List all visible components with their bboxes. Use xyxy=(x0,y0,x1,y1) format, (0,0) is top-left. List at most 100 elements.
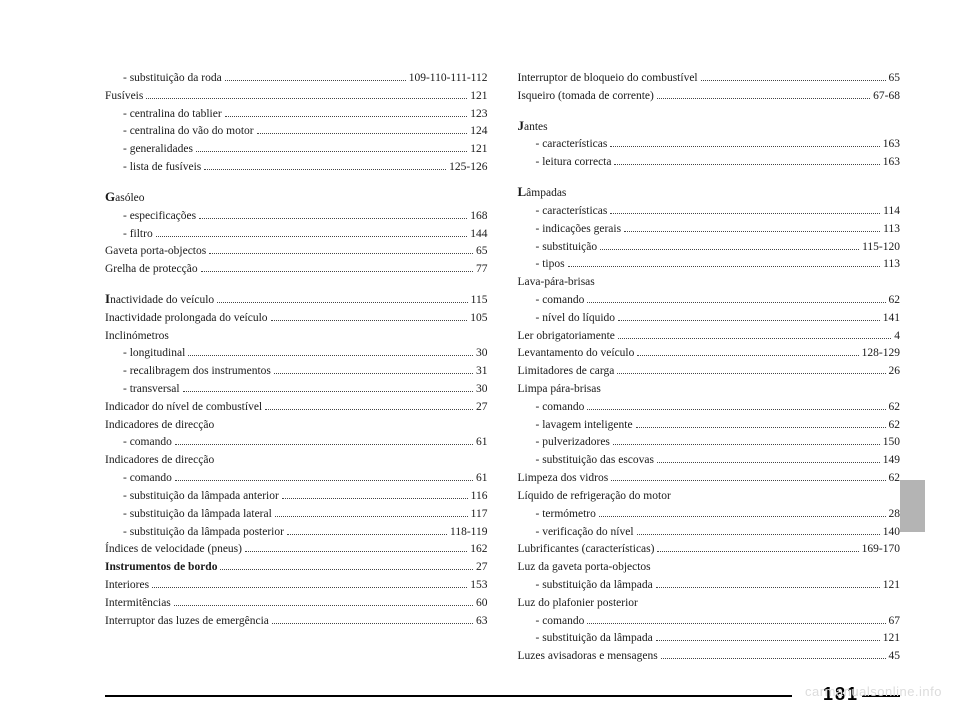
entry-label: - substituição da lâmpada lateral xyxy=(123,506,272,524)
entry-page: 65 xyxy=(889,70,901,88)
entry-page: 31 xyxy=(476,363,488,381)
index-entry: Indicador do nível de combustível27 xyxy=(105,399,488,417)
entry-label: Indicadores de direcção xyxy=(105,452,214,470)
index-entry: - indicações gerais113 xyxy=(518,221,901,239)
index-entry: Inactividade prolongada do veículo105 xyxy=(105,310,488,328)
index-entry: - generalidades121 xyxy=(105,141,488,159)
index-entry: - especificações168 xyxy=(105,208,488,226)
entry-page: 27 xyxy=(476,559,488,577)
entry-label: Limpa pára-brisas xyxy=(518,381,601,399)
index-entry: Grelha de protecção 77 xyxy=(105,261,488,279)
index-entry: - substituição da lâmpada posterior118-1… xyxy=(105,524,488,542)
index-entry: Ler obrigatoriamente4 xyxy=(518,328,901,346)
entry-leader xyxy=(610,213,880,214)
index-entry: Lâmpadas xyxy=(518,182,901,203)
entry-leader xyxy=(599,516,886,517)
index-entry: Lava-pára-brisas xyxy=(518,274,901,292)
entry-page: 140 xyxy=(883,524,900,542)
entry-label: Líquido de refrigeração do motor xyxy=(518,488,671,506)
index-entry: Luz da gaveta porta-objectos xyxy=(518,559,901,577)
entry-page: 60 xyxy=(476,595,488,613)
entry-label: - recalibragem dos instrumentos xyxy=(123,363,271,381)
entry-label: - centralina do tablier xyxy=(123,106,222,124)
entry-page: 4 xyxy=(894,328,900,346)
entry-page: 141 xyxy=(883,310,900,328)
entry-label: - indicações gerais xyxy=(536,221,622,239)
entry-page: 114 xyxy=(883,203,900,221)
entry-leader xyxy=(617,373,885,374)
index-entry: - centralina do vão do motor124 xyxy=(105,123,488,141)
index-entry: - substituição da lâmpada121 xyxy=(518,630,901,648)
entry-page: 77 xyxy=(476,261,488,279)
entry-label: - características xyxy=(536,203,608,221)
entry-leader xyxy=(587,623,885,624)
entry-page: 67-68 xyxy=(873,88,900,106)
index-entry: Limpeza dos vidros62 xyxy=(518,470,901,488)
entry-leader xyxy=(271,320,468,321)
entry-leader xyxy=(245,551,467,552)
entry-label: - comando xyxy=(123,434,172,452)
entry-page: 65 xyxy=(476,243,488,261)
index-columns: - substituição da roda109-110-111-112Fus… xyxy=(105,70,900,666)
entry-label: Gaveta porta-objectos xyxy=(105,243,206,261)
entry-leader xyxy=(272,623,473,624)
entry-leader xyxy=(220,569,473,570)
entry-label: Índices de velocidade (pneus) xyxy=(105,541,242,559)
index-entry: - substituição115-120 xyxy=(518,239,901,257)
entry-label: - nível do líquido xyxy=(536,310,616,328)
entry-leader xyxy=(600,249,859,250)
entry-page: 105 xyxy=(470,310,487,328)
index-entry: - comando61 xyxy=(105,470,488,488)
entry-leader xyxy=(587,409,885,410)
entry-label: - comando xyxy=(536,399,585,417)
entry-label: - especificações xyxy=(123,208,196,226)
entry-label: - comando xyxy=(536,613,585,631)
index-entry: - verificação do nível140 xyxy=(518,524,901,542)
entry-label: Luzes avisadoras e mensagens xyxy=(518,648,658,666)
index-entry: - substituição da lâmpada lateral117 xyxy=(105,506,488,524)
entry-leader xyxy=(287,534,447,535)
index-entry: Intermitências60 xyxy=(105,595,488,613)
entry-leader xyxy=(199,218,467,219)
index-entry: - termómetro28 xyxy=(518,506,901,524)
index-entry: Luz do plafonier posterior xyxy=(518,595,901,613)
entry-page: 62 xyxy=(889,417,901,435)
entry-leader xyxy=(275,516,468,517)
index-entry: Inclinómetros xyxy=(105,328,488,346)
entry-label: - longitudinal xyxy=(123,345,185,363)
entry-page: 162 xyxy=(470,541,487,559)
entry-label: - transversal xyxy=(123,381,180,399)
entry-label: - substituição das escovas xyxy=(536,452,655,470)
entry-page: 62 xyxy=(889,292,901,310)
entry-leader xyxy=(156,236,468,237)
entry-leader xyxy=(175,444,473,445)
index-entry: Interruptor de bloqueio do combustível65 xyxy=(518,70,901,88)
entry-page: 45 xyxy=(889,648,901,666)
entry-label: Lava-pára-brisas xyxy=(518,274,595,292)
entry-label: Grelha de protecção xyxy=(105,261,198,279)
entry-page: 150 xyxy=(883,434,900,452)
entry-leader xyxy=(618,338,891,339)
index-entry: - filtro144 xyxy=(105,226,488,244)
entry-label: Inactividade do veículo xyxy=(105,289,214,310)
index-entry: Gasóleo xyxy=(105,187,488,208)
entry-leader xyxy=(188,355,473,356)
entry-page: 153 xyxy=(470,577,487,595)
index-entry: Interruptor das luzes de emergência63 xyxy=(105,613,488,631)
index-entry: - nível do líquido 141 xyxy=(518,310,901,328)
entry-leader xyxy=(587,302,885,303)
index-entry: - recalibragem dos instrumentos 31 xyxy=(105,363,488,381)
entry-leader xyxy=(282,498,468,499)
index-entry: - características 114 xyxy=(518,203,901,221)
entry-page: 116 xyxy=(471,488,488,506)
entry-leader xyxy=(225,116,468,117)
entry-leader xyxy=(657,98,870,99)
entry-label: - substituição da lâmpada posterior xyxy=(123,524,284,542)
index-entry: - comando62 xyxy=(518,292,901,310)
index-entry: Interiores153 xyxy=(105,577,488,595)
entry-page: 124 xyxy=(470,123,487,141)
index-entry: Isqueiro (tomada de corrente)67-68 xyxy=(518,88,901,106)
entry-label: - características xyxy=(536,136,608,154)
index-entry: Levantamento do veículo128-129 xyxy=(518,345,901,363)
entry-label: - leitura correcta xyxy=(536,154,612,172)
